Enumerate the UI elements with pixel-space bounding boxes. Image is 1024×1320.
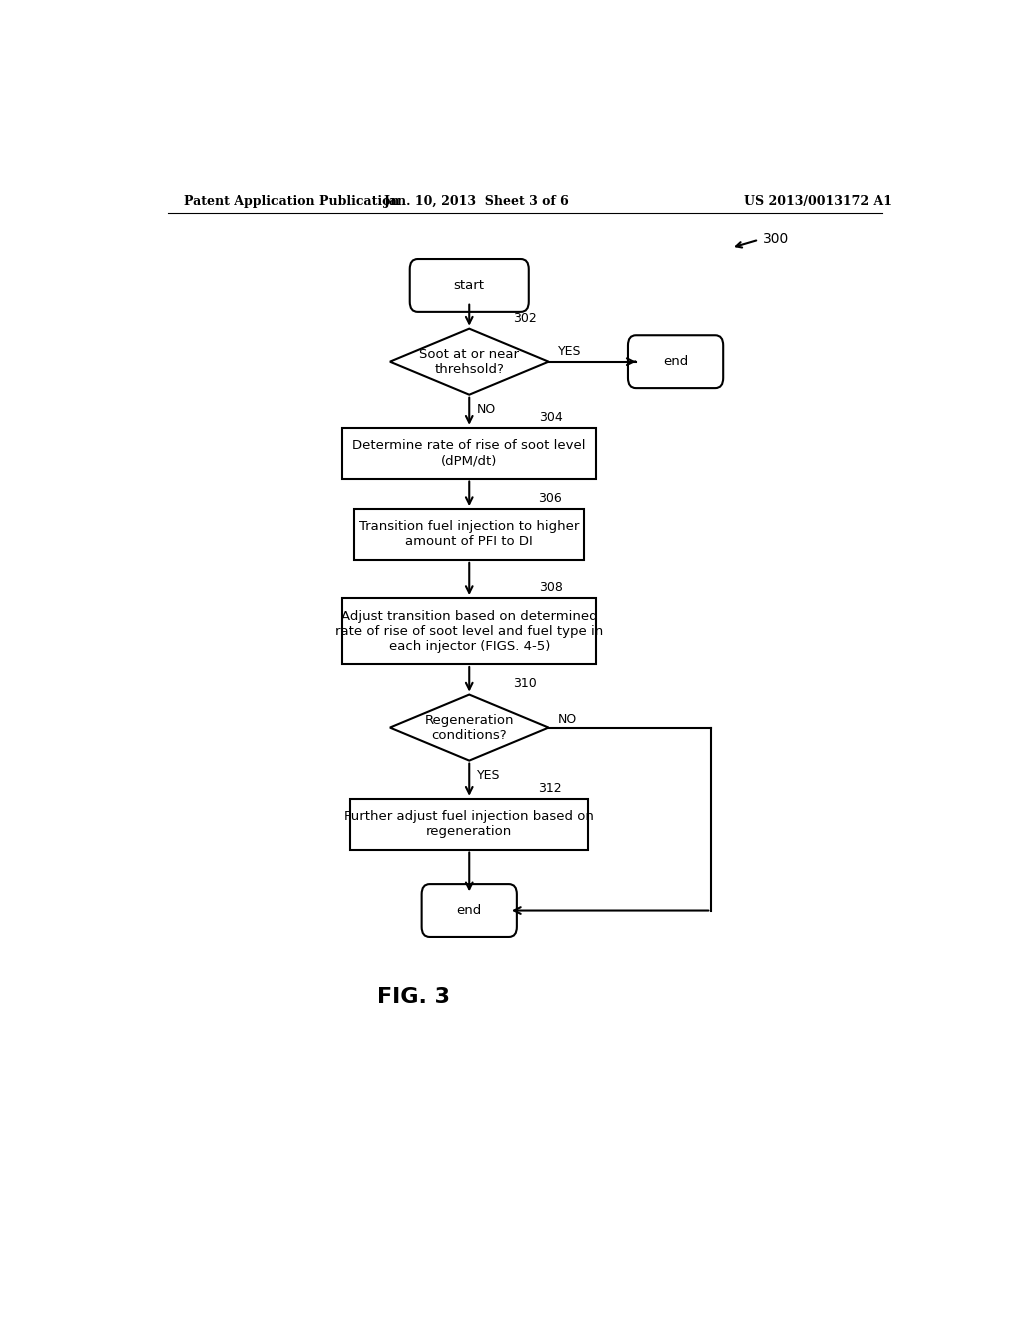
Text: 310: 310 [513,677,537,690]
Text: 302: 302 [513,312,537,325]
Text: Further adjust fuel injection based on
regeneration: Further adjust fuel injection based on r… [344,810,594,838]
Polygon shape [390,694,549,760]
Bar [354,510,585,560]
Bar [350,799,588,850]
FancyBboxPatch shape [410,259,528,312]
Text: Jan. 10, 2013  Sheet 3 of 6: Jan. 10, 2013 Sheet 3 of 6 [384,194,570,207]
Text: 306: 306 [539,492,562,506]
Text: 304: 304 [539,411,563,424]
Polygon shape [390,329,549,395]
Bar [342,598,596,664]
Text: Patent Application Publication: Patent Application Publication [183,194,399,207]
Text: YES: YES [558,345,582,358]
Text: 300: 300 [763,232,790,246]
Text: start: start [454,279,484,292]
Text: Determine rate of rise of soot level
(dPM/dt): Determine rate of rise of soot level (dP… [352,440,586,467]
Bar [342,428,596,479]
Text: Regeneration
conditions?: Regeneration conditions? [425,714,514,742]
Text: Transition fuel injection to higher
amount of PFI to DI: Transition fuel injection to higher amou… [359,520,580,549]
Text: US 2013/0013172 A1: US 2013/0013172 A1 [744,194,893,207]
Text: 312: 312 [539,781,562,795]
Text: NO: NO [477,403,497,416]
Text: YES: YES [477,768,501,781]
Text: FIG. 3: FIG. 3 [377,987,451,1007]
Text: end: end [663,355,688,368]
Text: 308: 308 [539,581,563,594]
Text: Soot at or near
threhsold?: Soot at or near threhsold? [419,347,519,376]
FancyBboxPatch shape [628,335,723,388]
Text: NO: NO [558,713,578,726]
FancyBboxPatch shape [422,884,517,937]
Text: end: end [457,904,482,917]
Text: Adjust transition based on determined
rate of rise of soot level and fuel type i: Adjust transition based on determined ra… [335,610,603,652]
